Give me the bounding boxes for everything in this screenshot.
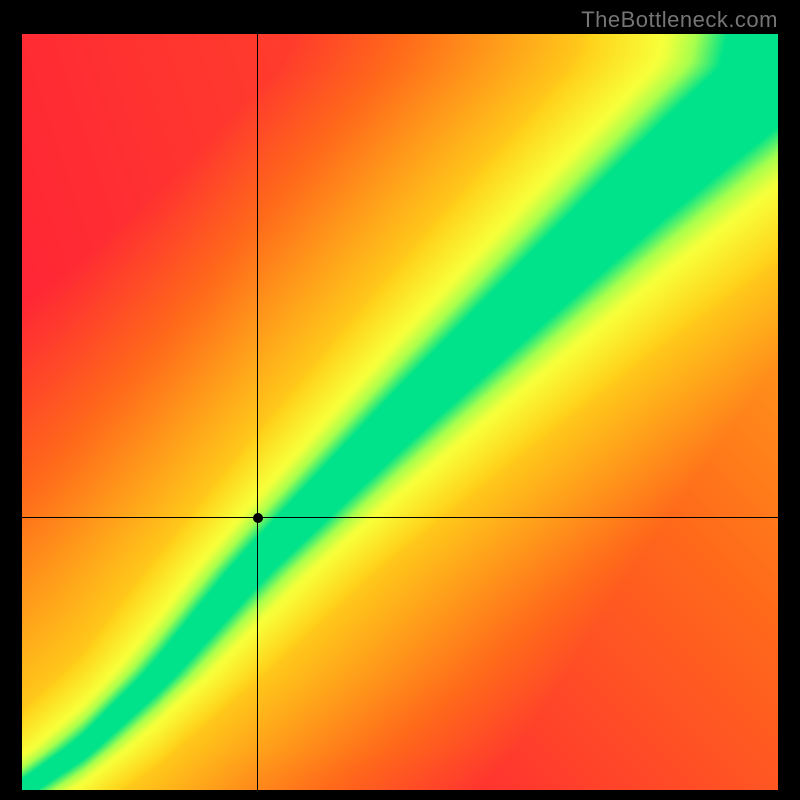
heatmap-canvas xyxy=(22,34,778,790)
crosshair-marker-dot xyxy=(253,513,263,523)
crosshair-vertical-line xyxy=(257,34,258,790)
crosshair-horizontal-line xyxy=(22,517,778,518)
heatmap-plot-area xyxy=(22,34,778,790)
watermark-text: TheBottleneck.com xyxy=(581,7,778,33)
